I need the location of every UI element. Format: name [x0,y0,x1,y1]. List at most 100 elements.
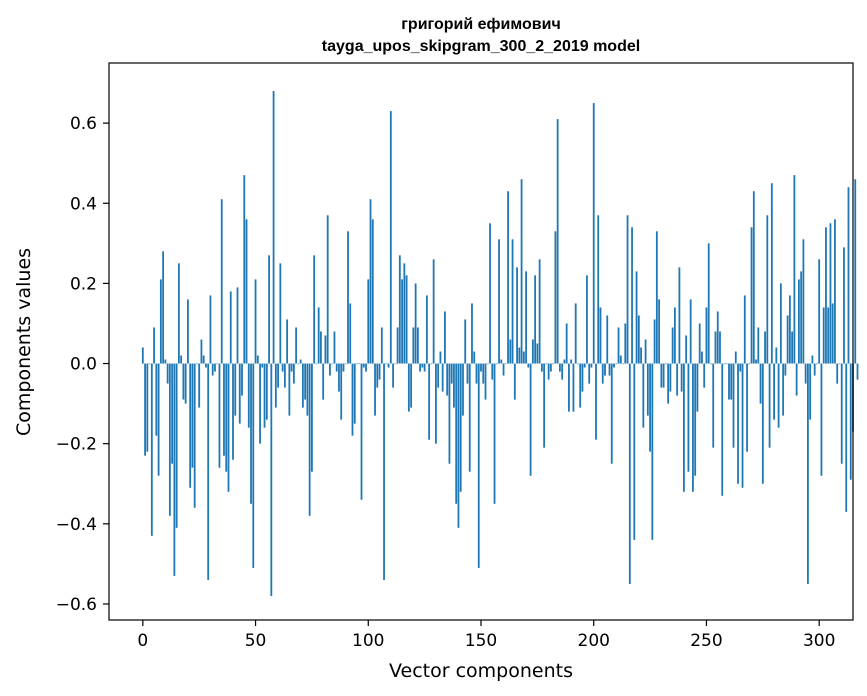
bar [311,363,313,472]
bar [453,363,455,408]
bar [326,215,329,364]
bar [353,363,356,424]
bar [464,319,467,364]
bar [725,363,728,365]
bar [301,363,304,408]
bar [394,363,397,365]
bar [613,363,615,368]
bar [552,363,555,365]
bar [207,363,210,580]
bar [737,363,739,484]
bar [529,363,532,476]
bar [606,315,609,364]
bar [531,339,534,364]
bar [599,307,602,364]
bar [831,303,834,364]
bar [637,315,640,364]
bar [712,363,715,448]
bar [628,363,631,584]
bar [247,363,250,428]
bar [768,363,771,448]
bar [304,363,307,400]
bar [825,227,827,364]
x-tick-label: 0 [137,631,148,651]
x-tick-label: 150 [465,631,497,651]
bar [547,363,550,380]
bar [692,363,694,492]
bar [378,363,381,380]
bar [480,363,482,372]
bar [482,363,485,384]
bar [838,363,841,365]
bar [646,363,649,416]
bar [367,279,370,364]
bar [748,363,751,365]
bar [777,363,780,428]
bar [428,363,431,440]
x-tick-label: 100 [352,631,384,651]
bar [734,351,737,364]
bar [538,259,541,364]
bar [714,331,717,364]
bar [683,363,685,492]
bar [369,199,372,364]
bar [313,255,316,364]
bar [250,363,252,504]
bar [755,359,757,364]
bar [813,363,816,376]
bar [696,363,699,412]
bar [782,363,785,416]
bar [761,363,764,484]
bar [459,363,462,492]
bar [362,363,365,368]
bar [329,363,331,376]
bar [766,215,769,364]
bar [446,363,449,396]
bar [534,275,537,364]
bar [500,359,503,364]
bar [633,363,636,540]
bar [157,363,160,476]
bar [669,363,672,392]
bar [730,363,733,400]
bar [347,231,349,364]
bar [229,291,232,364]
bar [800,271,803,364]
bar [554,231,557,364]
bar [175,363,178,528]
bar [308,363,311,516]
bar [450,363,453,384]
bar [527,363,530,368]
bar [410,363,413,408]
bar [797,279,800,364]
bar [770,183,773,364]
bar [604,363,606,376]
bar [757,327,760,364]
bar [827,307,830,364]
bar [804,363,807,384]
bar [202,355,205,364]
bar [673,307,676,364]
bar [432,259,435,364]
bar [380,327,383,364]
bar [335,363,338,372]
bar [412,327,415,364]
bar [475,363,478,384]
bar [295,327,298,364]
bar [626,215,629,364]
bar [340,363,343,420]
bar [444,311,446,364]
bar [468,363,471,472]
y-axis-ticks: −0.6 −0.4 −0.2 0.0 0.2 0.4 0.6 [56,114,109,615]
bar [338,363,340,392]
bar [784,363,787,376]
bar [649,363,651,452]
bar [471,303,473,364]
bar [653,319,656,364]
bar [856,363,859,380]
bar [721,363,724,496]
bar [419,363,422,372]
bar [750,227,753,364]
bar [279,263,282,364]
bar [214,363,216,372]
